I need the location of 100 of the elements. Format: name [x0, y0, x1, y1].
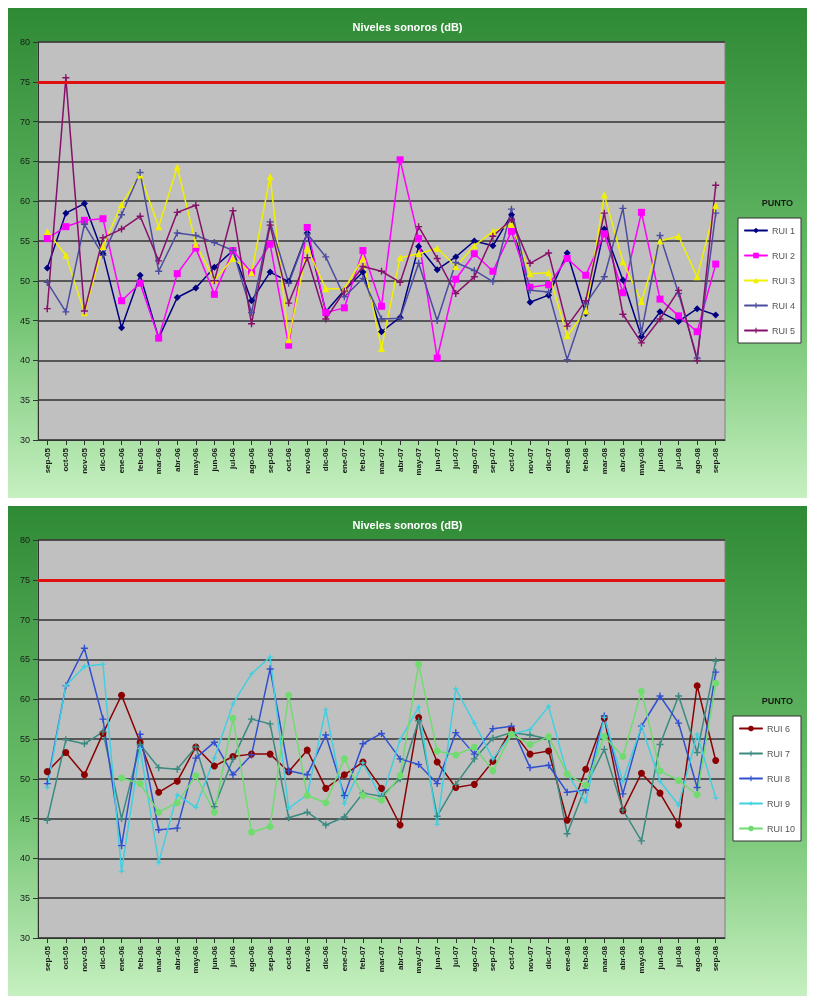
x-tick-label: jul-07	[451, 945, 461, 968]
x-tick-label: sep-05	[42, 447, 52, 474]
x-tick-label: feb-08	[581, 945, 591, 970]
x-tick-label: nov-06	[302, 945, 312, 972]
x-tick-label: may-08	[636, 447, 646, 476]
x-tick-label: oct-05	[61, 945, 71, 970]
x-tick-label: jul-06	[228, 945, 238, 968]
y-tick-label: 70	[19, 614, 30, 625]
x-tick-label: nov-06	[302, 447, 312, 474]
y-tick-label: 55	[19, 734, 30, 744]
y-tick-label: 35	[19, 395, 30, 406]
legend-label: RUI 4	[771, 300, 796, 311]
x-tick-label: jun-07	[432, 447, 442, 473]
x-tick-label: oct-07	[506, 945, 516, 970]
x-tick-label: feb-08	[581, 447, 591, 472]
x-tick-label: dic-05	[98, 447, 108, 472]
x-tick-label: abr-08	[618, 945, 628, 971]
x-tick-label: jul-08	[674, 945, 684, 968]
y-tick-label: 75	[19, 574, 30, 585]
x-tick-label: sep-05	[42, 945, 52, 972]
x-tick-label: jul-08	[674, 447, 684, 470]
y-tick-label: 40	[19, 853, 30, 864]
legend-title: PUNTO	[761, 197, 794, 208]
x-tick-label: nov-05	[79, 447, 89, 474]
x-tick-label: ene-08	[562, 945, 572, 972]
x-tick-label: abr-08	[618, 447, 628, 473]
y-tick-label: 60	[19, 694, 30, 705]
y-tick-label: 40	[19, 355, 30, 366]
x-tick-label: dic-06	[321, 945, 331, 970]
x-tick-label: oct-06	[284, 945, 294, 970]
x-tick-label: ago-08	[692, 447, 702, 474]
x-tick-label: abr-06	[172, 945, 182, 971]
x-tick-label: feb-07	[358, 945, 368, 970]
x-tick-label: dic-05	[98, 945, 108, 970]
x-tick-label: mar-08	[599, 447, 609, 475]
x-tick-label: may-06	[191, 945, 201, 974]
x-tick-label: feb-06	[135, 447, 145, 472]
y-tick-label: 65	[19, 156, 30, 167]
y-tick-label: 35	[19, 893, 30, 904]
x-tick-label: oct-07	[506, 447, 516, 472]
x-tick-label: jun-08	[655, 945, 665, 971]
x-tick-label: dic-07	[544, 945, 554, 970]
x-tick-label: nov-07	[525, 945, 535, 972]
x-tick-label: jun-07	[432, 945, 442, 971]
legend-title: PUNTO	[761, 695, 794, 706]
x-tick-label: ago-06	[247, 945, 257, 972]
chart-title: Niveles sonoros (dB)	[352, 20, 463, 33]
x-tick-label: abr-07	[395, 945, 405, 971]
x-tick-label: ago-07	[469, 447, 479, 474]
y-tick-label: 50	[19, 275, 30, 286]
y-tick-label: 65	[19, 654, 30, 665]
legend-label: RUI 6	[766, 723, 790, 734]
x-tick-label: sep-07	[488, 447, 498, 474]
x-tick-label: ago-07	[469, 945, 479, 972]
legend-label: RUI 5	[771, 325, 796, 336]
y-tick-label: 50	[19, 773, 30, 784]
legend-label: RUI 10	[766, 823, 795, 834]
x-tick-label: sep-06	[265, 447, 275, 474]
y-tick-label: 70	[19, 116, 30, 127]
x-tick-label: mar-07	[377, 945, 386, 973]
y-tick-label: 75	[19, 76, 30, 87]
legend-label: RUI 8	[766, 773, 790, 784]
x-tick-label: may-06	[191, 447, 201, 476]
x-tick-label: ene-07	[339, 447, 349, 474]
x-tick-label: feb-07	[358, 447, 368, 472]
x-tick-label: sep-08	[711, 447, 721, 474]
x-tick-label: mar-08	[599, 945, 609, 973]
x-tick-label: abr-06	[172, 447, 182, 473]
x-tick-label: sep-06	[265, 945, 275, 972]
x-tick-label: ene-06	[117, 945, 127, 972]
y-tick-label: 30	[19, 435, 30, 445]
x-tick-label: oct-06	[284, 447, 294, 472]
legend-label: RUI 3	[771, 275, 796, 286]
x-tick-label: may-07	[414, 447, 424, 476]
legend-label: RUI 7	[766, 748, 790, 759]
x-tick-label: ene-08	[562, 447, 572, 474]
x-tick-label: abr-07	[395, 447, 405, 473]
x-tick-label: jun-06	[209, 447, 219, 473]
y-tick-label: 80	[19, 535, 30, 545]
x-tick-label: jun-06	[209, 945, 219, 971]
x-tick-label: mar-06	[154, 945, 164, 973]
x-tick-label: may-08	[636, 945, 646, 974]
x-tick-label: oct-05	[61, 447, 71, 472]
x-tick-label: dic-07	[544, 447, 554, 472]
x-tick-label: ene-06	[117, 447, 127, 474]
y-tick-label: 30	[19, 933, 30, 943]
chart-title: Niveles sonoros (dB)	[352, 518, 463, 531]
x-tick-label: jul-07	[451, 447, 461, 470]
x-tick-label: sep-07	[488, 945, 498, 972]
x-tick-label: ago-08	[692, 945, 702, 972]
x-tick-label: may-07	[414, 945, 424, 974]
x-tick-label: nov-05	[79, 945, 89, 972]
y-tick-label: 80	[19, 37, 30, 47]
legend-label: RUI 2	[771, 250, 796, 261]
x-tick-label: ene-07	[339, 945, 349, 972]
x-tick-label: jun-08	[655, 447, 665, 473]
legend-label: RUI 9	[766, 798, 790, 809]
x-tick-label: sep-08	[711, 945, 721, 972]
y-tick-label: 55	[19, 236, 30, 246]
x-tick-label: nov-07	[525, 447, 535, 474]
